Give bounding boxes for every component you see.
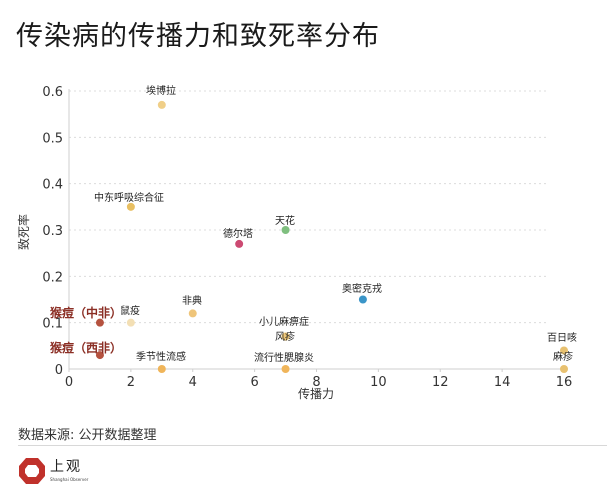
data-point (358, 295, 367, 304)
chart-axes (68, 89, 568, 370)
point-label: 天花 (275, 214, 295, 227)
y-tick-label: 0.5 (42, 131, 63, 146)
point-label: 德尔塔 (223, 227, 253, 240)
data-point (157, 100, 166, 109)
x-tick-label: 12 (432, 375, 449, 390)
data-point (188, 309, 197, 318)
data-point (560, 346, 568, 355)
logo-name: 上观 (50, 459, 82, 475)
point-label: 奥密克戎 (342, 282, 382, 295)
data-point (235, 239, 244, 248)
y-tick-label: 0 (55, 363, 63, 378)
y-tick-label: 0.3 (42, 224, 63, 239)
data-point (560, 365, 568, 373)
data-point (95, 351, 104, 360)
data-point (157, 365, 166, 373)
data-source-note: 数据来源: 公开数据整理 (18, 428, 157, 443)
y-axis-label: 致死率 (16, 214, 31, 250)
x-tick-label: 4 (189, 375, 197, 390)
point-label: 百日咳 (547, 331, 577, 344)
chart-title: 传染病的传播力和致死率分布 (16, 21, 380, 52)
point-label: 季节性流感 (136, 350, 186, 363)
brand-logo: 上观 Shanghai Observer (18, 455, 98, 491)
x-tick-label: 0 (65, 375, 73, 390)
point-label: 非典 (182, 294, 202, 307)
data-point (126, 318, 135, 327)
data-point (281, 226, 290, 234)
point-label: 中东呼吸综合征 (94, 191, 164, 204)
hexagon-logo-icon (19, 458, 45, 484)
y-tick-label: 0.1 (42, 317, 63, 332)
data-point (281, 365, 290, 373)
x-tick-label: 10 (370, 375, 387, 390)
x-tick-label: 6 (250, 375, 258, 390)
x-tick-label: 2 (127, 375, 135, 390)
chart-grid (69, 90, 548, 324)
y-tick-label: 0.4 (42, 178, 63, 193)
footer-divider (18, 445, 607, 446)
point-label: 猴痘（中非） (50, 305, 122, 320)
data-points (95, 100, 568, 373)
data-point (126, 202, 135, 211)
axis-ticks: 0 0.1 0.2 0.3 0.4 0.5 0.6 0 2 4 6 8 10 12 14 16 (42, 85, 572, 390)
x-tick-label: 16 (556, 375, 573, 390)
point-label: 猴痘（西非） (50, 340, 122, 355)
data-point (95, 318, 104, 327)
point-label: 流行性腮腺炎 (254, 351, 314, 364)
y-tick-label: 0.6 (42, 85, 63, 100)
point-label: 小儿麻痹症 (259, 315, 309, 328)
logo-subtitle: Shanghai Observer (50, 477, 89, 482)
x-axis-label: 传播力 (298, 386, 334, 401)
y-tick-label: 0.2 (42, 270, 63, 285)
x-tick-label: 14 (494, 375, 511, 390)
point-label: 风疹 (275, 330, 295, 343)
point-label: 鼠疫 (120, 304, 140, 317)
data-point (281, 332, 290, 341)
point-label: 麻疹 (553, 350, 573, 363)
x-tick-label: 8 (312, 375, 320, 390)
point-label: 埃博拉 (146, 84, 176, 97)
